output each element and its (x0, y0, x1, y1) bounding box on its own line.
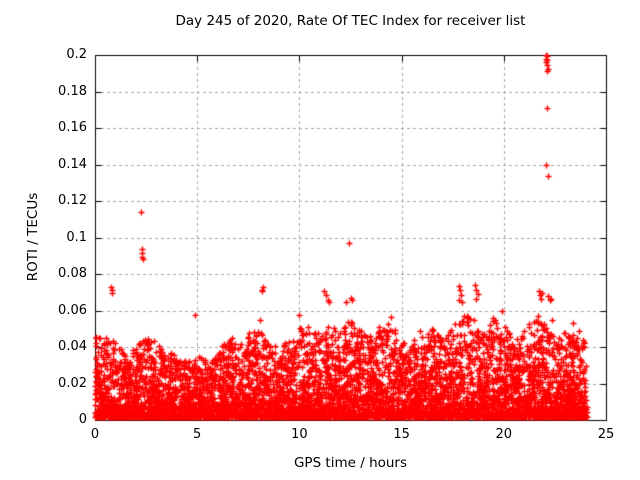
x-tick-label-5: 5 (193, 427, 202, 442)
y-tick-label-0.16: 0.16 (58, 120, 87, 135)
x-tick-label-20: 20 (495, 427, 513, 442)
y-tick-label-0: 0 (78, 412, 87, 427)
y-tick-label-0.02: 0.02 (58, 375, 87, 391)
y-tick-label-0.1: 0.1 (66, 229, 87, 245)
chart-title: Day 245 of 2020, Rate Of TEC Index for r… (175, 13, 526, 29)
y-tick-label-0.12: 0.12 (58, 193, 87, 208)
x-tick-label-10: 10 (291, 427, 308, 442)
y-tick-label-0.04: 0.04 (58, 339, 87, 354)
y-tick-label-0.14: 0.14 (58, 156, 87, 172)
x-tick-label-15: 15 (393, 427, 410, 442)
y-tick-label-0.2: 0.2 (66, 47, 87, 62)
y-tick-label-0.08: 0.08 (58, 266, 87, 281)
x-axis-label: GPS time / hours (293, 455, 408, 471)
y-tick-label-0.18: 0.18 (58, 83, 87, 99)
y-tick-label-0.06: 0.06 (58, 302, 87, 318)
x-tick-label-25: 25 (597, 427, 615, 442)
x-tick-label-0: 0 (90, 427, 100, 442)
